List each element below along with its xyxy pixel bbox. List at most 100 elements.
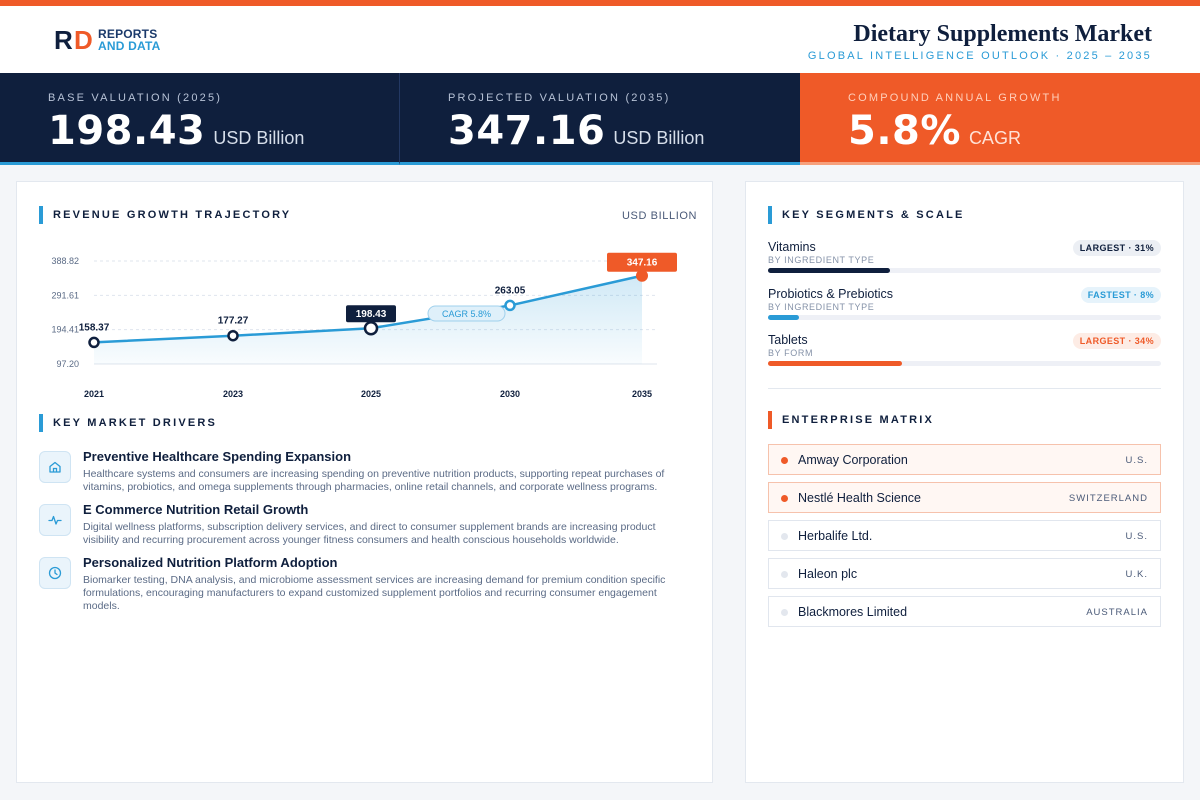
- x-tick-label: 2023: [223, 389, 243, 399]
- revenue-unit-label: USD BILLION: [622, 210, 698, 222]
- section-divider: [768, 388, 1161, 389]
- segments-section-heading: KEY SEGMENTS & SCALE: [768, 206, 965, 224]
- x-tick-label: 2021: [84, 389, 104, 399]
- driver-item: Personalized Nutrition Platform Adoption…: [39, 555, 689, 612]
- kpi-number: 347.16: [448, 108, 606, 154]
- enterprise-name: Blackmores Limited: [798, 605, 908, 619]
- segment-name: Probiotics & Prebiotics: [768, 287, 894, 301]
- enterprise-country: U.S.: [1125, 531, 1148, 542]
- enterprise-country: U.S.: [1125, 455, 1148, 466]
- enterprise-row[interactable]: Amway Corporation U.S.: [768, 444, 1161, 475]
- drivers-list: Preventive Healthcare Spending Expansion…: [39, 449, 689, 612]
- revenue-chart: 97.20 194.41 291.61 388.82 CAGR 5.8% 2021 2023…: [51, 252, 677, 399]
- kpi-value: 347.16 USD Billion: [448, 109, 704, 153]
- kpi-value: 5.8% CAGR: [848, 109, 1021, 153]
- data-point: [636, 269, 648, 282]
- enterprise-name: Amway Corporation: [798, 453, 908, 467]
- drivers-heading-text: KEY MARKET DRIVERS: [53, 417, 218, 429]
- enterprise-name: Nestlé Health Science: [798, 491, 921, 505]
- status-dot: [781, 533, 788, 540]
- segment-category: BY INGREDIENT TYPE: [768, 302, 875, 312]
- status-dot: [781, 571, 788, 578]
- kpi-base-valuation: BASE VALUATION (2025) 198.43 USD Billion: [0, 73, 400, 165]
- revenue-section-heading: REVENUE GROWTH TRAJECTORY: [39, 206, 291, 224]
- section-accent: [39, 206, 43, 224]
- segment-bar-track: [768, 268, 1161, 273]
- drivers-section-heading: KEY MARKET DRIVERS: [39, 414, 217, 432]
- enterprise-heading-text: ENTERPRISE MATRIX: [782, 414, 935, 426]
- kpi-projected-valuation: PROJECTED VALUATION (2035) 347.16 USD Bil…: [400, 73, 800, 165]
- x-tick-label: 2035: [632, 389, 652, 399]
- kpi-number: 198.43: [48, 108, 206, 154]
- segment-name: Tablets: [768, 333, 808, 347]
- kpi-cagr: COMPOUND ANNUAL GROWTH 5.8% CAGR: [800, 73, 1200, 165]
- segment-bar-track: [768, 361, 1161, 366]
- segment-item: Probiotics & Prebiotics BY INGREDIENT TY…: [768, 287, 1161, 327]
- segment-badge: LARGEST · 34%: [1072, 333, 1161, 349]
- x-tick-label: 2030: [500, 389, 520, 399]
- kpi-unit: USD Billion: [213, 128, 305, 148]
- cagr-pill-label: CAGR 5.8%: [442, 309, 491, 319]
- data-label: 347.16: [627, 258, 658, 269]
- kpi-label: COMPOUND ANNUAL GROWTH: [848, 92, 1062, 104]
- driver-description: Digital wellness platforms, subscription…: [83, 521, 656, 546]
- enterprise-name: Herbalife Ltd.: [798, 529, 873, 543]
- kpi-value: 198.43 USD Billion: [48, 109, 304, 153]
- driver-item: E Commerce Nutrition Retail Growth Digit…: [39, 502, 689, 555]
- kpi-number: 5.8%: [848, 108, 961, 154]
- main-card: REVENUE GROWTH TRAJECTORY USD BILLION 97…: [16, 181, 713, 783]
- y-tick-label: 388.82: [51, 256, 79, 266]
- enterprise-country: AUSTRALIA: [1086, 607, 1148, 618]
- segment-bar-fill: [768, 361, 902, 366]
- data-label: 158.37: [79, 322, 110, 333]
- enterprise-row[interactable]: Haleon plc U.K.: [768, 558, 1161, 589]
- driver-title: Personalized Nutrition Platform Adoption: [83, 555, 338, 570]
- driver-title: Preventive Healthcare Spending Expansion: [83, 449, 352, 464]
- area-fill: [94, 275, 642, 364]
- driver-item: Preventive Healthcare Spending Expansion…: [39, 449, 689, 502]
- cagr-pill: [427, 305, 506, 322]
- enterprise-country: SWITZERLAND: [1068, 493, 1148, 504]
- segment-category: BY INGREDIENT TYPE: [768, 255, 875, 265]
- driver-title: E Commerce Nutrition Retail Growth: [83, 502, 309, 517]
- segments-heading-text: KEY SEGMENTS & SCALE: [782, 209, 965, 221]
- y-tick-label: 291.61: [51, 290, 79, 300]
- segment-item: Vitamins BY INGREDIENT TYPE LARGEST · 31…: [768, 240, 1161, 280]
- segment-badge: FASTEST · 8%: [1080, 287, 1161, 303]
- section-accent: [768, 206, 772, 224]
- x-tick-label: 2025: [361, 389, 381, 399]
- section-accent: [39, 414, 43, 432]
- segment-badge: LARGEST · 31%: [1072, 240, 1161, 256]
- page-title: Dietary Supplements Market: [853, 21, 1152, 47]
- logo-line-1: REPORTS: [98, 27, 158, 41]
- data-label-box: [346, 305, 396, 323]
- revenue-heading-text: REVENUE GROWTH TRAJECTORY: [53, 209, 292, 221]
- page-subtitle: GLOBAL INTELLIGENCE OUTLOOK · 2025 – 203…: [807, 50, 1152, 62]
- driver-description: Biomarker testing, DNA analysis, and mic…: [83, 574, 666, 612]
- enterprise-section-heading: ENTERPRISE MATRIX: [768, 411, 934, 429]
- status-dot: [781, 457, 788, 464]
- home-icon: [39, 451, 71, 483]
- data-label: 198.43: [356, 309, 387, 320]
- driver-description: Healthcare systems and consumers are inc…: [83, 468, 665, 493]
- segment-bar-fill: [768, 268, 890, 273]
- logo-wordmark: REPORTS AND DATA: [98, 28, 160, 52]
- data-label: 177.27: [218, 316, 249, 327]
- data-point: [227, 329, 239, 342]
- data-label-box: [607, 252, 677, 272]
- enterprise-row[interactable]: Herbalife Ltd. U.S.: [768, 520, 1161, 551]
- enterprise-row[interactable]: Nestlé Health Science SWITZERLAND: [768, 482, 1161, 513]
- clock-icon: [39, 557, 71, 589]
- segment-bar-track: [768, 315, 1161, 320]
- segment-name: Vitamins: [768, 240, 816, 254]
- enterprise-row[interactable]: Blackmores Limited AUSTRALIA: [768, 596, 1161, 627]
- logo-line-2: AND DATA: [98, 39, 161, 53]
- kpi-unit: USD Billion: [613, 128, 705, 148]
- kpi-strip: BASE VALUATION (2025) 198.43 USD Billion …: [0, 73, 1200, 165]
- segment-item: Tablets BY FORM LARGEST · 34%: [768, 333, 1161, 373]
- section-accent: [768, 411, 772, 429]
- top-accent-bar: [0, 0, 1200, 6]
